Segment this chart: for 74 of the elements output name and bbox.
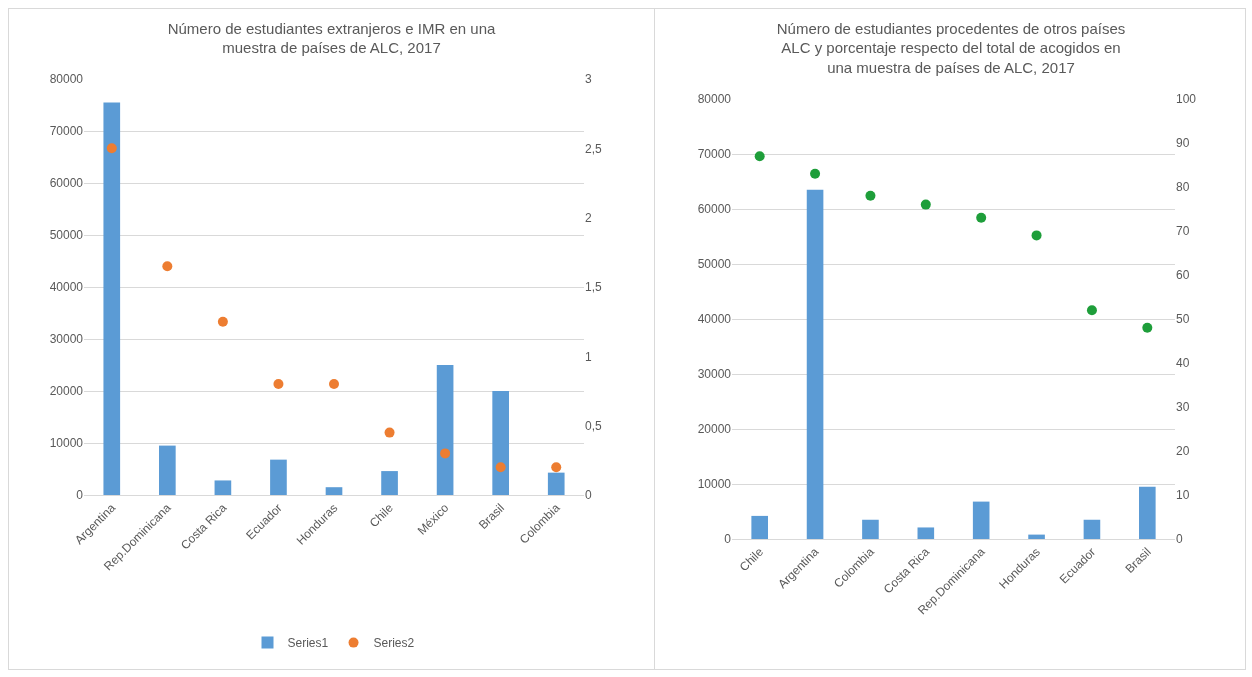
y2-tick-label: 50: [1176, 312, 1190, 327]
y-tick-label: 20000: [49, 384, 84, 399]
bar: [159, 445, 176, 495]
y-tick-label: 0: [76, 488, 84, 503]
point: [162, 261, 173, 272]
y-tick-label: 80000: [697, 92, 732, 107]
y2-tick-label: 90: [1176, 136, 1190, 151]
bar: [214, 480, 232, 495]
y-tick-label: 60000: [697, 202, 732, 217]
point: [865, 190, 876, 201]
bar: [1139, 486, 1156, 539]
y-tick-label: 80000: [49, 72, 84, 87]
y2-tick-label: 0: [1176, 532, 1183, 547]
bar: [436, 365, 454, 495]
y-tick-label: 70000: [697, 147, 732, 162]
point: [495, 462, 506, 473]
y2-tick-label: 0: [585, 488, 592, 503]
bar: [972, 501, 990, 539]
y2-tick-label: 60: [1176, 268, 1190, 283]
y2-tick-label: 3: [585, 72, 592, 87]
y-tick-label: 40000: [697, 312, 732, 327]
point: [1031, 230, 1042, 241]
y2-tick-label: 1,5: [585, 280, 603, 295]
y2-tick-label: 2,5: [585, 141, 603, 156]
y2-tick-label: 70: [1176, 224, 1190, 239]
point: [329, 379, 339, 390]
y2-tick-label: 2: [585, 210, 592, 225]
point: [551, 462, 562, 473]
bar: [381, 471, 398, 495]
y2-tick-label: 80: [1176, 180, 1190, 195]
y2-tick-label: 0,5: [585, 418, 603, 433]
point: [106, 143, 117, 154]
bar: [806, 189, 824, 539]
y2-tick-label: 20: [1176, 444, 1190, 459]
y2-tick-label: 40: [1176, 356, 1190, 371]
y2-tick-label: 1: [585, 349, 592, 364]
y-tick-label: 20000: [697, 422, 732, 437]
bar: [492, 391, 509, 495]
y-tick-label: 70000: [49, 124, 84, 139]
y2-tick-label: 100: [1176, 92, 1197, 107]
y-tick-label: 30000: [49, 332, 84, 347]
bar: [1083, 519, 1101, 539]
legend-label: Series1: [287, 636, 329, 651]
point: [976, 212, 987, 223]
point: [754, 151, 765, 162]
bar: [751, 515, 768, 539]
y-tick-label: 50000: [49, 228, 84, 243]
y-tick-label: 40000: [49, 280, 84, 295]
y-tick-label: 0: [724, 532, 732, 547]
point: [217, 316, 228, 327]
bar: [103, 102, 121, 495]
point: [810, 168, 821, 179]
y-tick-label: 30000: [697, 367, 732, 382]
y-tick-label: 10000: [697, 477, 732, 492]
y-tick-label: 10000: [49, 436, 84, 451]
bar: [547, 472, 565, 495]
y-tick-label: 60000: [49, 176, 84, 191]
legend-label: Series2: [373, 636, 415, 651]
y-tick-label: 50000: [697, 257, 732, 272]
point: [1142, 322, 1153, 333]
chart-title: Número de estudiantes procedentes de otros países ALC y porcentaje respecto del total de acogidos en una muestra de países de ALC, 2017: [776, 19, 1126, 76]
point: [440, 448, 451, 459]
point: [1086, 305, 1097, 316]
bar: [270, 459, 287, 495]
bar: [862, 519, 879, 539]
chart-title: Número de estudiantes extranjeros e IMR en una muestra de países de ALC, 2017: [167, 19, 496, 57]
point: [273, 379, 284, 390]
bar: [1028, 534, 1045, 539]
bar: [917, 527, 935, 539]
point: [920, 199, 931, 210]
bar: [325, 487, 343, 495]
point: [384, 427, 395, 438]
y2-tick-label: 30: [1176, 400, 1190, 415]
y2-tick-label: 10: [1176, 488, 1190, 503]
